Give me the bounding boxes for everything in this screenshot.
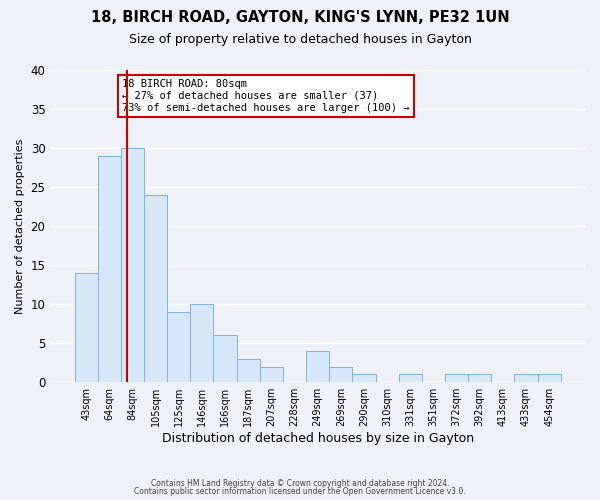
Bar: [398, 374, 422, 382]
Bar: [260, 366, 283, 382]
Y-axis label: Number of detached properties: Number of detached properties: [15, 138, 25, 314]
Bar: [74, 273, 98, 382]
Bar: [514, 374, 538, 382]
Text: Contains HM Land Registry data © Crown copyright and database right 2024.: Contains HM Land Registry data © Crown c…: [151, 478, 449, 488]
Bar: [121, 148, 144, 382]
Bar: [214, 336, 236, 382]
Bar: [167, 312, 190, 382]
Text: Size of property relative to detached houses in Gayton: Size of property relative to detached ho…: [128, 32, 472, 46]
Bar: [352, 374, 376, 382]
Bar: [538, 374, 560, 382]
Bar: [144, 195, 167, 382]
Bar: [98, 156, 121, 382]
Text: 18, BIRCH ROAD, GAYTON, KING'S LYNN, PE32 1UN: 18, BIRCH ROAD, GAYTON, KING'S LYNN, PE3…: [91, 10, 509, 25]
X-axis label: Distribution of detached houses by size in Gayton: Distribution of detached houses by size …: [161, 432, 474, 445]
Text: Contains public sector information licensed under the Open Government Licence v3: Contains public sector information licen…: [134, 487, 466, 496]
Bar: [445, 374, 468, 382]
Text: 18 BIRCH ROAD: 80sqm
← 27% of detached houses are smaller (37)
73% of semi-detac: 18 BIRCH ROAD: 80sqm ← 27% of detached h…: [122, 80, 410, 112]
Bar: [190, 304, 214, 382]
Bar: [306, 351, 329, 382]
Bar: [468, 374, 491, 382]
Bar: [329, 366, 352, 382]
Bar: [236, 359, 260, 382]
